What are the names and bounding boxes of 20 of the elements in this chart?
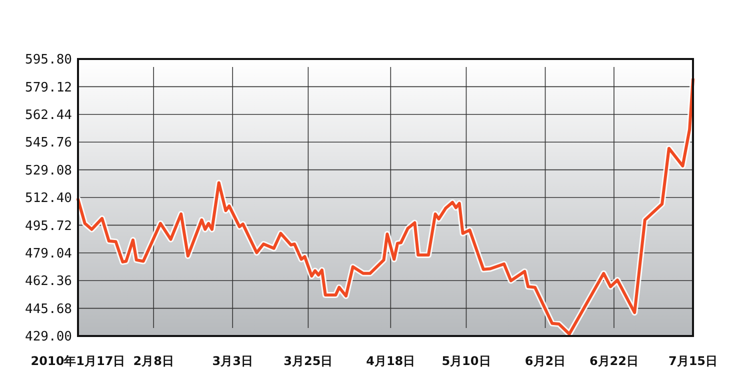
x-tick-label: 2月8日 [133, 354, 174, 368]
x-tick-label: 5月10日 [442, 354, 491, 368]
x-tick-label: 6月2日 [524, 354, 566, 368]
y-tick-label: 595.80 [25, 52, 72, 68]
y-tick-label: 512.40 [25, 191, 72, 206]
y-tick-label: 479.04 [25, 246, 72, 262]
x-tick-label: 6月22日 [589, 354, 639, 368]
y-tick-label: 545.76 [25, 136, 72, 151]
y-tick-label: 562.44 [25, 108, 72, 123]
x-tick-label: 7月15日 [668, 354, 718, 368]
y-tick-label: 445.68 [25, 302, 72, 317]
y-tick-label: 529.08 [25, 163, 72, 178]
x-tick-label: 3月3日 [212, 354, 253, 368]
x-tick-label: 2010年1月17日 [30, 354, 126, 368]
y-tick-label: 579.12 [25, 80, 72, 96]
x-tick-label: 3月25日 [284, 354, 333, 368]
x-tick-label: 4月18日 [366, 354, 416, 368]
y-tick-label: 462.36 [25, 274, 72, 290]
y-tick-label: 495.72 [25, 218, 72, 234]
y-tick-label: 429.00 [25, 330, 72, 345]
